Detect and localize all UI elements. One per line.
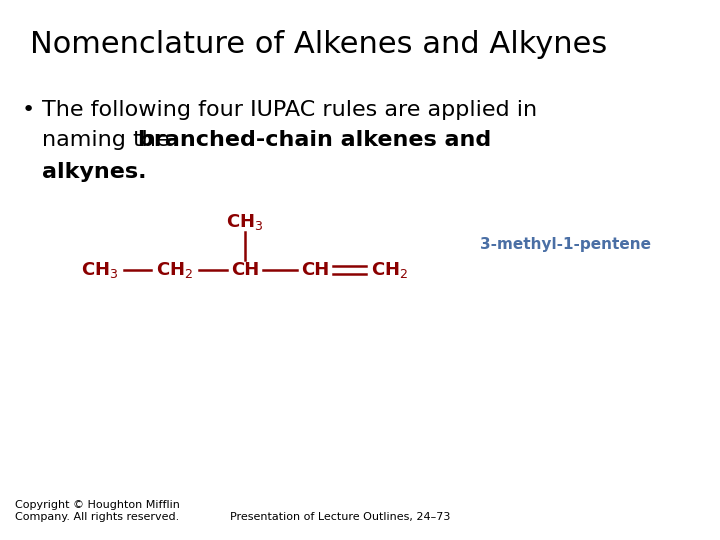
Text: Nomenclature of Alkenes and Alkynes: Nomenclature of Alkenes and Alkynes [30, 30, 607, 59]
Text: CH$_2$: CH$_2$ [156, 260, 194, 280]
Text: CH$_3$: CH$_3$ [81, 260, 119, 280]
Text: Copyright © Houghton Mifflin
Company. All rights reserved.: Copyright © Houghton Mifflin Company. Al… [15, 500, 180, 522]
Text: CH: CH [231, 261, 259, 279]
Text: alkynes.: alkynes. [42, 162, 146, 182]
Text: CH: CH [301, 261, 329, 279]
Text: branched-chain alkenes and: branched-chain alkenes and [138, 130, 491, 150]
Text: Presentation of Lecture Outlines, 24–73: Presentation of Lecture Outlines, 24–73 [230, 512, 451, 522]
Text: naming the: naming the [42, 130, 176, 150]
Text: 3-methyl-1-pentene: 3-methyl-1-pentene [480, 238, 651, 253]
Text: The following four IUPAC rules are applied in: The following four IUPAC rules are appli… [42, 100, 537, 120]
Text: •: • [22, 100, 35, 120]
Text: CH$_3$: CH$_3$ [226, 212, 264, 232]
Text: CH$_2$: CH$_2$ [372, 260, 408, 280]
